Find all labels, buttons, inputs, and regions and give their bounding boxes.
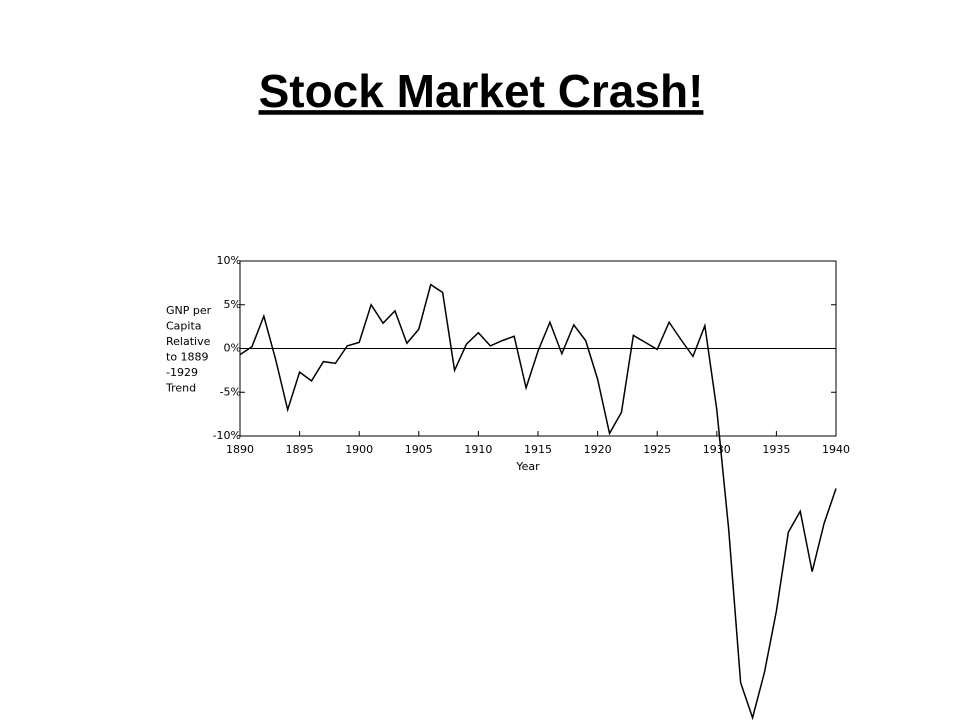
- x-tick-label: 1895: [286, 443, 314, 456]
- x-tick-label: 1890: [226, 443, 254, 456]
- x-tick-label: 1940: [822, 443, 850, 456]
- y-axis-title: Trend: [165, 382, 196, 395]
- y-axis-title: Capita: [166, 320, 202, 333]
- y-axis-title: GNP per: [166, 304, 212, 317]
- y-tick-label: 0%: [224, 342, 241, 355]
- y-tick-label: 5%: [224, 298, 241, 311]
- x-axis-title: Year: [515, 460, 540, 473]
- y-tick-label: -5%: [220, 385, 241, 398]
- slide-title: Stock Market Crash!: [259, 65, 704, 117]
- data-line: [239, 283, 837, 720]
- x-tick-label: 1910: [464, 443, 492, 456]
- y-tick-label: -10%: [213, 429, 241, 442]
- y-axis-title: to 1889: [166, 351, 209, 364]
- y-axis-title: -1929: [166, 366, 198, 379]
- x-tick-label: 1920: [584, 443, 612, 456]
- x-tick-label: 1930: [703, 443, 731, 456]
- x-tick-label: 1925: [643, 443, 671, 456]
- y-tick-label: 10%: [217, 254, 241, 267]
- y-axis-title: Relative: [166, 335, 211, 348]
- x-tick-label: 1935: [762, 443, 790, 456]
- x-tick-label: 1900: [345, 443, 373, 456]
- x-tick-label: 1905: [405, 443, 433, 456]
- x-tick-label: 1915: [524, 443, 552, 456]
